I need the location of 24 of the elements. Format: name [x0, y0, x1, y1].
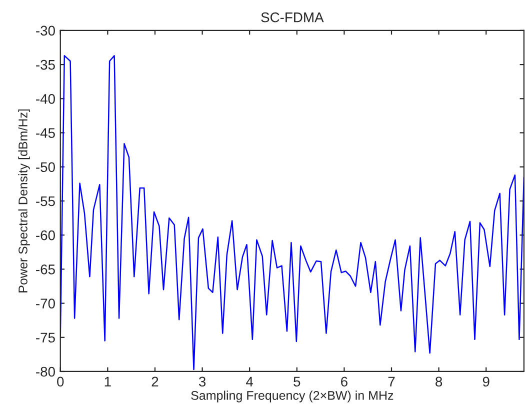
- x-tick-label: 0: [57, 376, 64, 387]
- chart-title: SC-FDMA: [261, 12, 324, 22]
- y-tick-label: -45: [36, 128, 55, 138]
- y-tick-label: -75: [36, 332, 55, 343]
- y-tick-label: -60: [36, 230, 55, 240]
- x-tick-label: 2: [152, 376, 158, 386]
- y-tick-label: -80: [36, 366, 55, 377]
- y-tick-label: -35: [36, 60, 55, 70]
- x-tick-label: 1: [104, 376, 111, 386]
- x-axis-title: Sampling Frequency (2×BW) in MHz: [191, 390, 394, 402]
- x-tick-label: 3: [198, 376, 206, 387]
- x-tick-label: 8: [436, 376, 442, 387]
- y-tick-label: -70: [36, 298, 55, 308]
- x-tick-label: 7: [388, 376, 395, 386]
- y-tick-label: -65: [36, 264, 55, 274]
- x-tick-label: 6: [341, 376, 348, 387]
- y-axis-title: Power Spectral Density [dBm/Hz]: [18, 109, 30, 292]
- x-tick-label: 4: [246, 376, 254, 386]
- y-tick-label: -55: [36, 196, 55, 206]
- x-tick-label: 9: [482, 376, 490, 387]
- y-tick-label: -40: [36, 94, 55, 104]
- x-tick-label: 5: [294, 376, 300, 387]
- y-tick-label: -30: [36, 26, 55, 36]
- y-tick-label: -50: [36, 162, 55, 172]
